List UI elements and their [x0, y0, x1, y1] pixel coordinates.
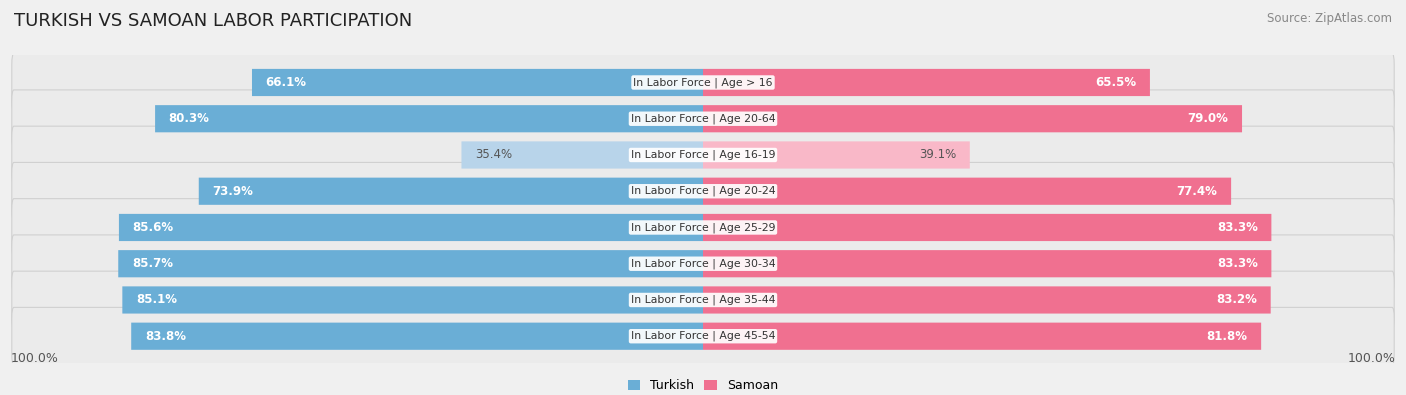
- FancyBboxPatch shape: [703, 286, 1271, 314]
- Text: In Labor Force | Age 35-44: In Labor Force | Age 35-44: [631, 295, 775, 305]
- FancyBboxPatch shape: [461, 141, 703, 169]
- Text: 35.4%: 35.4%: [475, 149, 512, 162]
- FancyBboxPatch shape: [120, 214, 703, 241]
- FancyBboxPatch shape: [118, 250, 703, 277]
- Text: 83.8%: 83.8%: [145, 330, 186, 343]
- FancyBboxPatch shape: [11, 54, 1395, 111]
- FancyBboxPatch shape: [11, 307, 1395, 365]
- Text: 85.6%: 85.6%: [132, 221, 174, 234]
- FancyBboxPatch shape: [155, 105, 703, 132]
- Text: In Labor Force | Age 25-29: In Labor Force | Age 25-29: [631, 222, 775, 233]
- Text: 100.0%: 100.0%: [10, 352, 58, 365]
- FancyBboxPatch shape: [703, 141, 970, 169]
- FancyBboxPatch shape: [703, 178, 1232, 205]
- Text: 80.3%: 80.3%: [169, 112, 209, 125]
- Text: 77.4%: 77.4%: [1177, 185, 1218, 198]
- FancyBboxPatch shape: [11, 162, 1395, 220]
- Legend: Turkish, Samoan: Turkish, Samoan: [623, 374, 783, 395]
- FancyBboxPatch shape: [11, 199, 1395, 256]
- Text: In Labor Force | Age 30-34: In Labor Force | Age 30-34: [631, 258, 775, 269]
- FancyBboxPatch shape: [703, 323, 1261, 350]
- FancyBboxPatch shape: [703, 250, 1271, 277]
- FancyBboxPatch shape: [122, 286, 703, 314]
- Text: 85.7%: 85.7%: [132, 257, 173, 270]
- FancyBboxPatch shape: [703, 69, 1150, 96]
- Text: In Labor Force | Age > 16: In Labor Force | Age > 16: [633, 77, 773, 88]
- Text: 65.5%: 65.5%: [1095, 76, 1136, 89]
- Text: 39.1%: 39.1%: [920, 149, 956, 162]
- FancyBboxPatch shape: [11, 126, 1395, 184]
- FancyBboxPatch shape: [703, 214, 1271, 241]
- Text: In Labor Force | Age 45-54: In Labor Force | Age 45-54: [631, 331, 775, 341]
- Text: In Labor Force | Age 20-64: In Labor Force | Age 20-64: [631, 113, 775, 124]
- Text: Source: ZipAtlas.com: Source: ZipAtlas.com: [1267, 12, 1392, 25]
- Text: TURKISH VS SAMOAN LABOR PARTICIPATION: TURKISH VS SAMOAN LABOR PARTICIPATION: [14, 12, 412, 30]
- FancyBboxPatch shape: [252, 69, 703, 96]
- Text: 83.3%: 83.3%: [1216, 221, 1258, 234]
- FancyBboxPatch shape: [703, 105, 1241, 132]
- Text: 73.9%: 73.9%: [212, 185, 253, 198]
- FancyBboxPatch shape: [11, 90, 1395, 148]
- Text: 66.1%: 66.1%: [266, 76, 307, 89]
- Text: In Labor Force | Age 20-24: In Labor Force | Age 20-24: [631, 186, 775, 196]
- FancyBboxPatch shape: [131, 323, 703, 350]
- Text: 85.1%: 85.1%: [136, 293, 177, 307]
- Text: 81.8%: 81.8%: [1206, 330, 1247, 343]
- Text: 100.0%: 100.0%: [1348, 352, 1396, 365]
- Text: In Labor Force | Age 16-19: In Labor Force | Age 16-19: [631, 150, 775, 160]
- Text: 83.2%: 83.2%: [1216, 293, 1257, 307]
- FancyBboxPatch shape: [198, 178, 703, 205]
- FancyBboxPatch shape: [11, 271, 1395, 329]
- FancyBboxPatch shape: [11, 235, 1395, 293]
- Text: 79.0%: 79.0%: [1188, 112, 1229, 125]
- Text: 83.3%: 83.3%: [1216, 257, 1258, 270]
